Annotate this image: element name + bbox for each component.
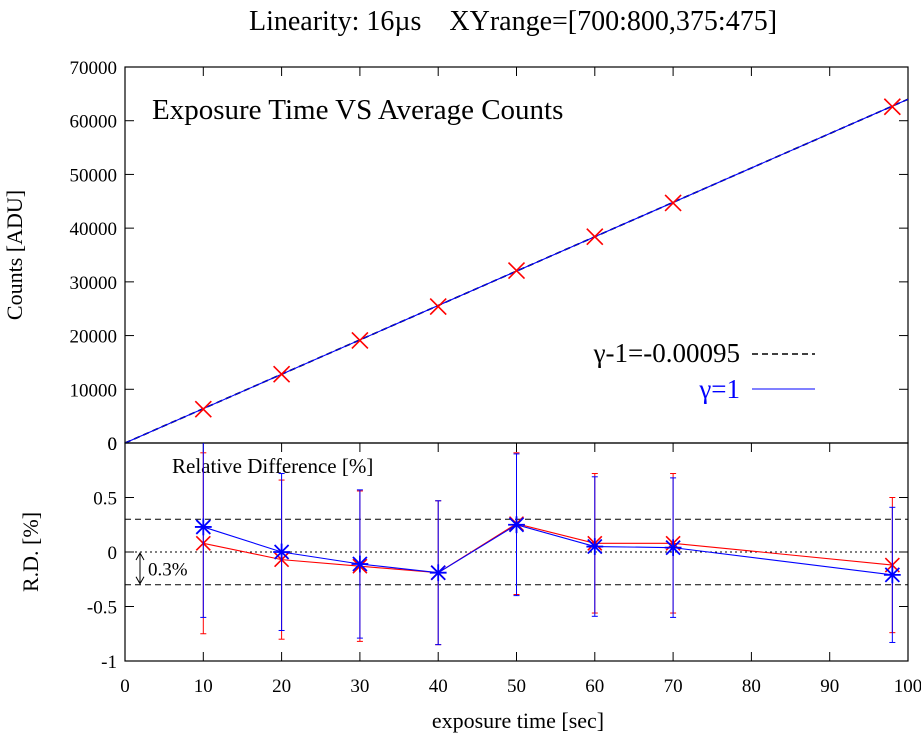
y-tick-label: 40000 bbox=[70, 219, 118, 240]
data-point bbox=[429, 298, 447, 316]
x-tick-label: 10 bbox=[194, 676, 213, 697]
page-title: Linearity: 16µs XYrange=[700:800,375:475… bbox=[249, 6, 777, 37]
x-tick-label: 30 bbox=[350, 676, 369, 697]
x-axis-label: exposure time [sec] bbox=[432, 708, 604, 733]
data-point bbox=[194, 518, 212, 536]
y-axis-label: R.D. [%] bbox=[18, 512, 43, 592]
y-tick-label: 50000 bbox=[70, 165, 118, 186]
y-tick-label: 0 bbox=[108, 434, 118, 455]
legend-label: γ-1=-0.00095 bbox=[593, 338, 740, 368]
bottom-panel: -0.500.50-10 10 20 30 40 50 60 70 80 90 100exposur… bbox=[18, 434, 921, 733]
annotation-arrowhead bbox=[135, 551, 145, 561]
data-point bbox=[883, 566, 901, 584]
data-point bbox=[351, 331, 369, 349]
series-line bbox=[203, 524, 893, 576]
data-point bbox=[351, 555, 369, 573]
y-tick-label: 0 bbox=[108, 434, 118, 455]
data-point bbox=[273, 543, 290, 561]
legend-label: γ=1 bbox=[698, 374, 740, 404]
data-point-stroke bbox=[429, 298, 447, 316]
y-tick-label: 10000 bbox=[70, 380, 118, 401]
y-tick-label: 0.5 bbox=[93, 489, 117, 510]
data-point bbox=[194, 400, 212, 418]
y-tick-label: -0.5 bbox=[87, 598, 117, 619]
data-point bbox=[586, 538, 604, 555]
y-axis-label: Counts [ADU] bbox=[2, 190, 27, 320]
series-red bbox=[195, 452, 900, 646]
y-tick-label: 0 bbox=[108, 543, 118, 564]
data-point bbox=[429, 564, 447, 582]
data-point-stroke bbox=[351, 331, 369, 349]
x-tick-label: 90 bbox=[820, 676, 839, 697]
x-tick-label: 50 bbox=[507, 676, 526, 697]
y-tick-label: 20000 bbox=[70, 327, 118, 348]
y-tick-label: 30000 bbox=[70, 273, 118, 294]
legend: γ-1=-0.00095 γ=1 bbox=[593, 338, 815, 404]
x-tick-label: 40 bbox=[429, 676, 448, 697]
data-point bbox=[664, 539, 682, 557]
x-tick-label: 0 bbox=[120, 676, 130, 697]
x-tick-label: 60 bbox=[585, 676, 604, 697]
y-tick-label: 70000 bbox=[70, 58, 118, 79]
x-tick-label: 80 bbox=[742, 676, 761, 697]
data-point bbox=[273, 365, 291, 383]
panel-title: Relative Difference [%] bbox=[172, 454, 373, 478]
data-point bbox=[508, 516, 525, 534]
data-point-stroke bbox=[883, 98, 901, 116]
annotation-arrowhead bbox=[135, 576, 145, 585]
data-point bbox=[507, 262, 526, 280]
data-point bbox=[664, 194, 682, 212]
data-point bbox=[586, 228, 604, 246]
y-tick-label: -1 bbox=[101, 652, 117, 673]
data-point-stroke bbox=[194, 400, 212, 418]
plot-title: Exposure Time VS Average Counts bbox=[152, 94, 563, 126]
annotation-label: 0.3% bbox=[148, 559, 188, 580]
top-panel: 0 10000 20000 30000 40000 50000 60000 70000 Coun… bbox=[2, 58, 909, 455]
y-tick-label: 60000 bbox=[70, 112, 118, 133]
x-tick-label: 100 bbox=[894, 676, 921, 697]
x-tick-label: 70 bbox=[664, 676, 683, 697]
series-line bbox=[203, 523, 893, 574]
data-point-stroke bbox=[664, 194, 682, 212]
data-point-stroke bbox=[507, 262, 526, 280]
series-blue bbox=[194, 443, 901, 646]
x-tick-label: 20 bbox=[272, 676, 291, 697]
data-point-stroke bbox=[273, 365, 291, 383]
data-point-stroke bbox=[586, 228, 604, 246]
data-point bbox=[883, 98, 901, 116]
